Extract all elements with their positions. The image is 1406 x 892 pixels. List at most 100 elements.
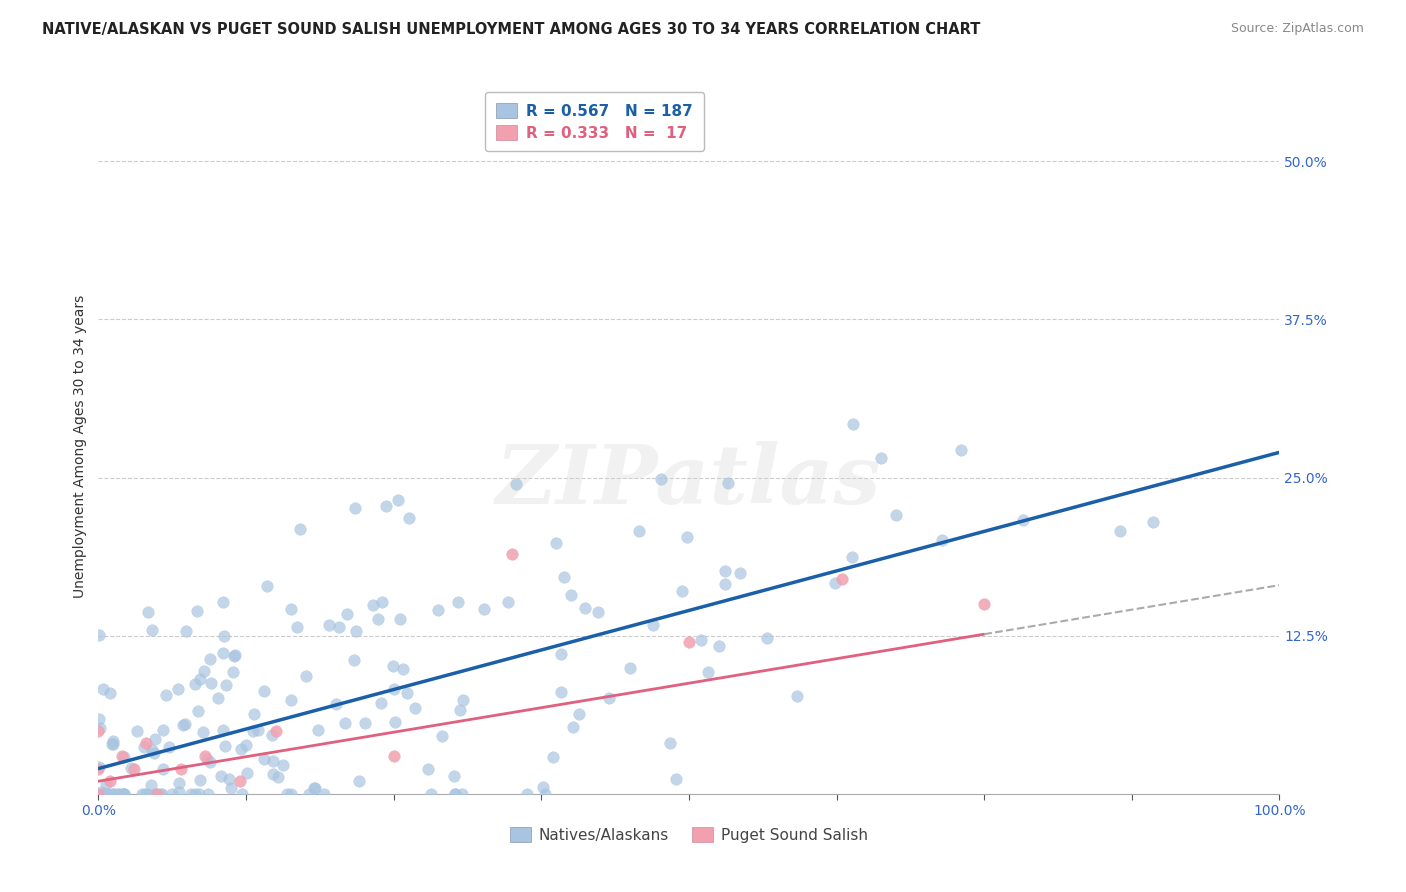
Point xyxy=(543,749,565,764)
Point xyxy=(318,617,340,632)
Point xyxy=(138,605,160,619)
Point xyxy=(180,787,202,801)
Point xyxy=(200,652,222,666)
Point xyxy=(173,717,195,731)
Y-axis label: Unemployment Among Ages 30 to 34 years: Unemployment Among Ages 30 to 34 years xyxy=(73,294,87,598)
Point xyxy=(200,755,222,769)
Point xyxy=(553,570,575,584)
Point xyxy=(501,547,523,561)
Point xyxy=(93,787,115,801)
Point xyxy=(150,787,173,801)
Point xyxy=(253,752,276,766)
Point xyxy=(544,536,567,550)
Point xyxy=(678,635,700,649)
Point xyxy=(143,732,166,747)
Point xyxy=(382,748,405,763)
Point xyxy=(304,781,326,796)
Point xyxy=(333,715,356,730)
Point xyxy=(87,759,110,773)
Point xyxy=(973,597,995,611)
Point xyxy=(231,787,253,801)
Point xyxy=(664,772,686,786)
Point xyxy=(212,595,235,609)
Point xyxy=(304,780,326,795)
Point xyxy=(714,564,737,578)
Point xyxy=(931,533,953,547)
Point xyxy=(184,787,207,801)
Point xyxy=(170,762,193,776)
Point xyxy=(416,762,439,776)
Point xyxy=(141,623,163,637)
Point xyxy=(122,762,145,776)
Point xyxy=(561,720,583,734)
Point xyxy=(111,787,134,801)
Point xyxy=(568,706,591,721)
Point xyxy=(125,724,148,739)
Point xyxy=(224,648,246,663)
Point xyxy=(215,678,238,692)
Point xyxy=(143,787,166,801)
Point xyxy=(246,723,269,738)
Point xyxy=(155,688,177,702)
Point xyxy=(831,572,853,586)
Point xyxy=(505,477,527,491)
Point xyxy=(135,787,157,801)
Point xyxy=(447,595,470,609)
Point xyxy=(381,659,404,673)
Point xyxy=(328,620,350,634)
Point xyxy=(842,417,865,431)
Point xyxy=(619,661,641,675)
Point xyxy=(264,723,287,738)
Point xyxy=(714,577,737,591)
Point xyxy=(388,612,411,626)
Point xyxy=(222,665,245,679)
Point xyxy=(336,607,359,621)
Point xyxy=(200,675,222,690)
Point xyxy=(344,624,367,638)
Point xyxy=(242,706,264,721)
Point xyxy=(690,633,713,648)
Point xyxy=(101,734,124,748)
Point xyxy=(671,584,693,599)
Point xyxy=(207,690,229,705)
Point xyxy=(298,787,321,801)
Point xyxy=(280,601,302,615)
Point xyxy=(222,649,245,664)
Point xyxy=(387,493,409,508)
Point xyxy=(193,725,215,739)
Point xyxy=(884,508,907,523)
Point xyxy=(152,723,174,738)
Point xyxy=(276,787,298,801)
Point xyxy=(187,704,209,718)
Point xyxy=(111,748,134,763)
Point xyxy=(188,673,211,687)
Point xyxy=(361,598,384,612)
Point xyxy=(307,723,329,737)
Point xyxy=(271,758,294,772)
Point xyxy=(786,689,808,703)
Point xyxy=(419,787,441,801)
Point xyxy=(641,618,664,632)
Point xyxy=(146,787,169,801)
Point xyxy=(89,712,111,726)
Point xyxy=(533,787,555,801)
Point xyxy=(211,646,233,660)
Point xyxy=(120,761,142,775)
Point xyxy=(89,721,111,735)
Point xyxy=(94,787,117,801)
Point xyxy=(108,787,131,801)
Point xyxy=(550,647,572,661)
Point xyxy=(101,737,124,751)
Point xyxy=(267,771,290,785)
Point xyxy=(112,787,135,801)
Point xyxy=(285,619,308,633)
Point xyxy=(194,748,217,763)
Point xyxy=(94,777,117,791)
Point xyxy=(183,677,205,691)
Point xyxy=(253,684,276,698)
Point xyxy=(550,685,572,699)
Point xyxy=(280,787,302,801)
Point xyxy=(242,724,264,739)
Point xyxy=(697,665,720,679)
Point xyxy=(451,693,474,707)
